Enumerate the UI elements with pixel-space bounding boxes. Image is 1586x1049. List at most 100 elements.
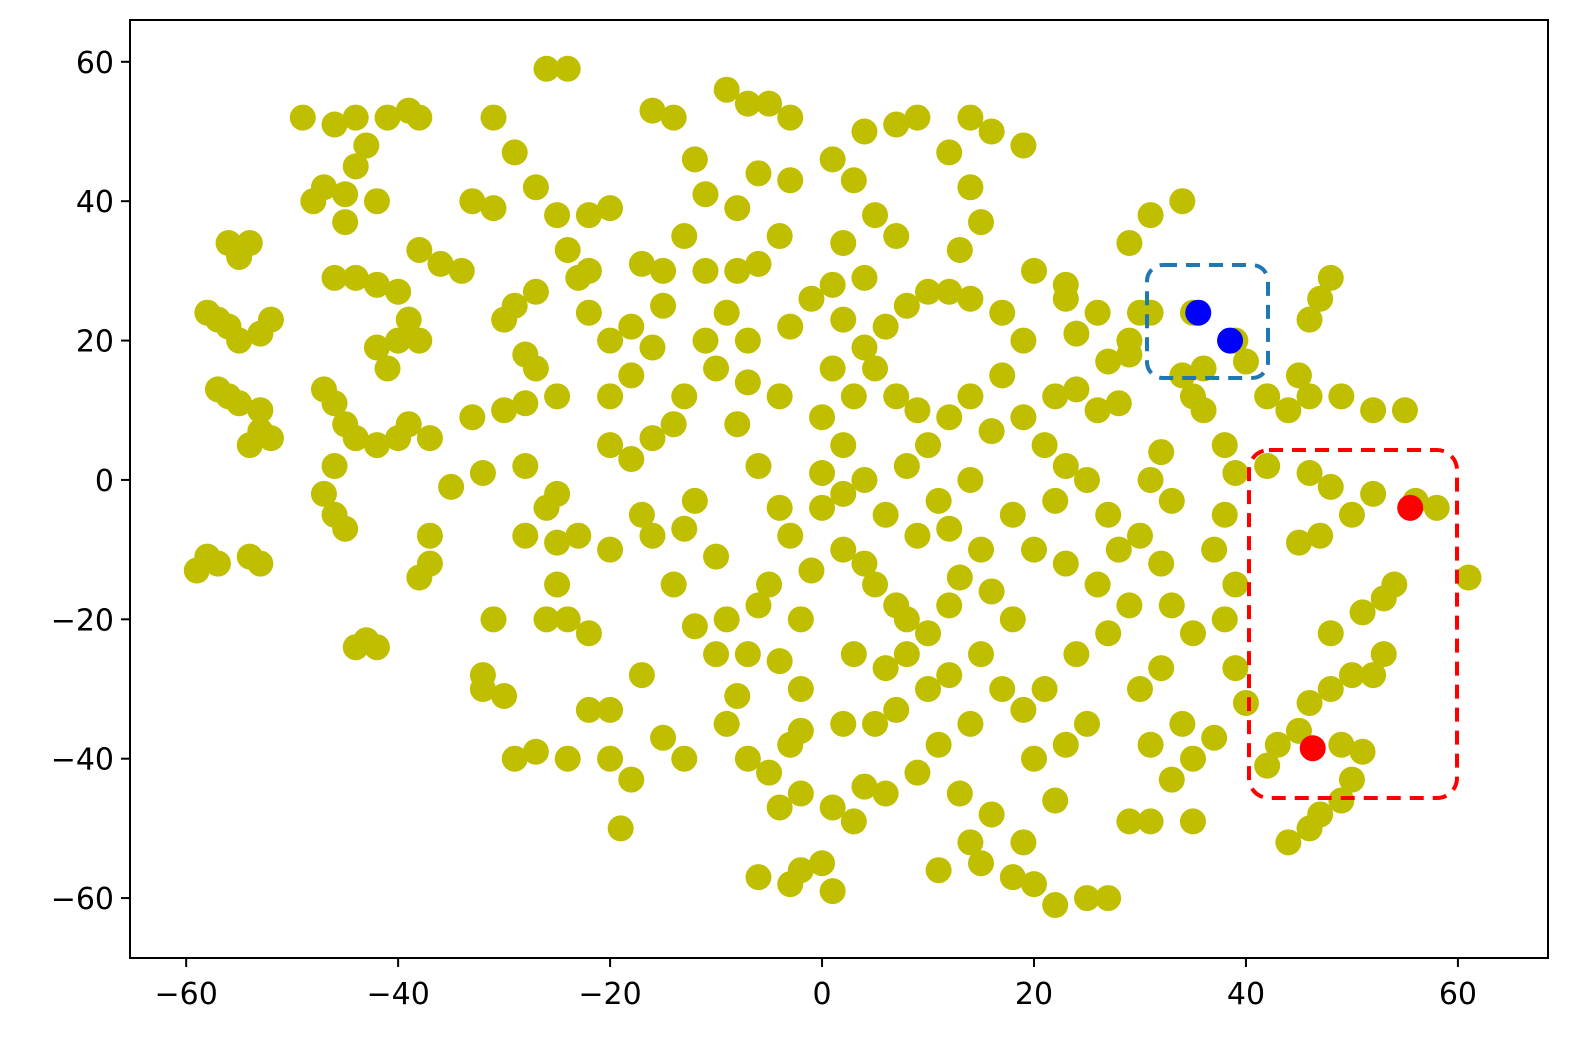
plot-area — [183, 55, 1482, 919]
point — [575, 696, 602, 723]
x-tick-label: 20 — [1015, 977, 1053, 1012]
point — [194, 299, 221, 326]
point — [628, 662, 655, 689]
point — [1307, 801, 1334, 828]
point — [257, 306, 284, 333]
point — [1397, 494, 1424, 521]
y-tick-label: −20 — [51, 603, 114, 638]
point — [851, 264, 878, 291]
point — [883, 592, 910, 619]
point — [522, 278, 549, 305]
point — [893, 453, 920, 480]
point — [1299, 735, 1326, 762]
point — [554, 55, 581, 82]
point — [1190, 397, 1217, 424]
point — [946, 564, 973, 591]
point — [1296, 459, 1323, 486]
point — [512, 390, 539, 417]
point — [893, 641, 920, 668]
point — [978, 578, 1005, 605]
point — [925, 731, 952, 758]
point — [1031, 432, 1058, 459]
point — [692, 181, 719, 208]
point — [883, 111, 910, 138]
point — [1137, 202, 1164, 229]
point — [1360, 662, 1387, 689]
point — [226, 243, 253, 270]
point — [491, 682, 518, 709]
point — [724, 195, 751, 222]
point — [533, 55, 560, 82]
point — [968, 641, 995, 668]
point — [1370, 641, 1397, 668]
point — [1328, 731, 1355, 758]
point — [1169, 710, 1196, 737]
point — [660, 571, 687, 598]
point — [809, 850, 836, 877]
point — [565, 264, 592, 291]
point — [491, 397, 518, 424]
point — [1296, 689, 1323, 716]
point — [533, 494, 560, 521]
point — [734, 745, 761, 772]
point — [395, 411, 422, 438]
point — [1021, 257, 1048, 284]
x-tick-label: 60 — [1439, 977, 1477, 1012]
point — [745, 864, 772, 891]
point — [787, 857, 814, 884]
point — [904, 104, 931, 131]
point — [1095, 620, 1122, 647]
point — [395, 306, 422, 333]
point — [660, 104, 687, 131]
point — [342, 104, 369, 131]
point — [883, 383, 910, 410]
point — [1275, 829, 1302, 856]
point — [724, 682, 751, 709]
point — [915, 278, 942, 305]
point — [1328, 787, 1355, 814]
point — [204, 550, 231, 577]
point — [1179, 745, 1206, 772]
point — [1338, 766, 1365, 793]
point — [1137, 731, 1164, 758]
point — [681, 487, 708, 514]
point — [840, 808, 867, 835]
point — [1211, 432, 1238, 459]
point — [650, 724, 677, 751]
point — [236, 432, 263, 459]
point — [1095, 885, 1122, 912]
point — [936, 662, 963, 689]
point — [713, 299, 740, 326]
point — [946, 236, 973, 263]
point — [830, 536, 857, 563]
point — [713, 76, 740, 103]
point — [628, 501, 655, 528]
point — [1217, 327, 1244, 354]
point — [819, 146, 846, 173]
point — [1190, 355, 1217, 382]
point — [321, 453, 348, 480]
point — [968, 209, 995, 236]
point — [915, 432, 942, 459]
point — [766, 494, 793, 521]
point — [1148, 439, 1175, 466]
point — [321, 264, 348, 291]
point — [777, 104, 804, 131]
point — [1254, 383, 1281, 410]
y-tick-label: 0 — [95, 464, 114, 499]
point — [1084, 299, 1111, 326]
point — [787, 717, 814, 744]
point — [713, 710, 740, 737]
point — [1063, 641, 1090, 668]
point — [332, 181, 359, 208]
point — [1307, 522, 1334, 549]
point — [1021, 536, 1048, 563]
x-tick-label: −60 — [155, 977, 218, 1012]
point — [300, 188, 327, 215]
point — [989, 299, 1016, 326]
point — [787, 780, 814, 807]
point — [724, 411, 751, 438]
point — [342, 264, 369, 291]
point — [427, 250, 454, 277]
point — [363, 271, 390, 298]
